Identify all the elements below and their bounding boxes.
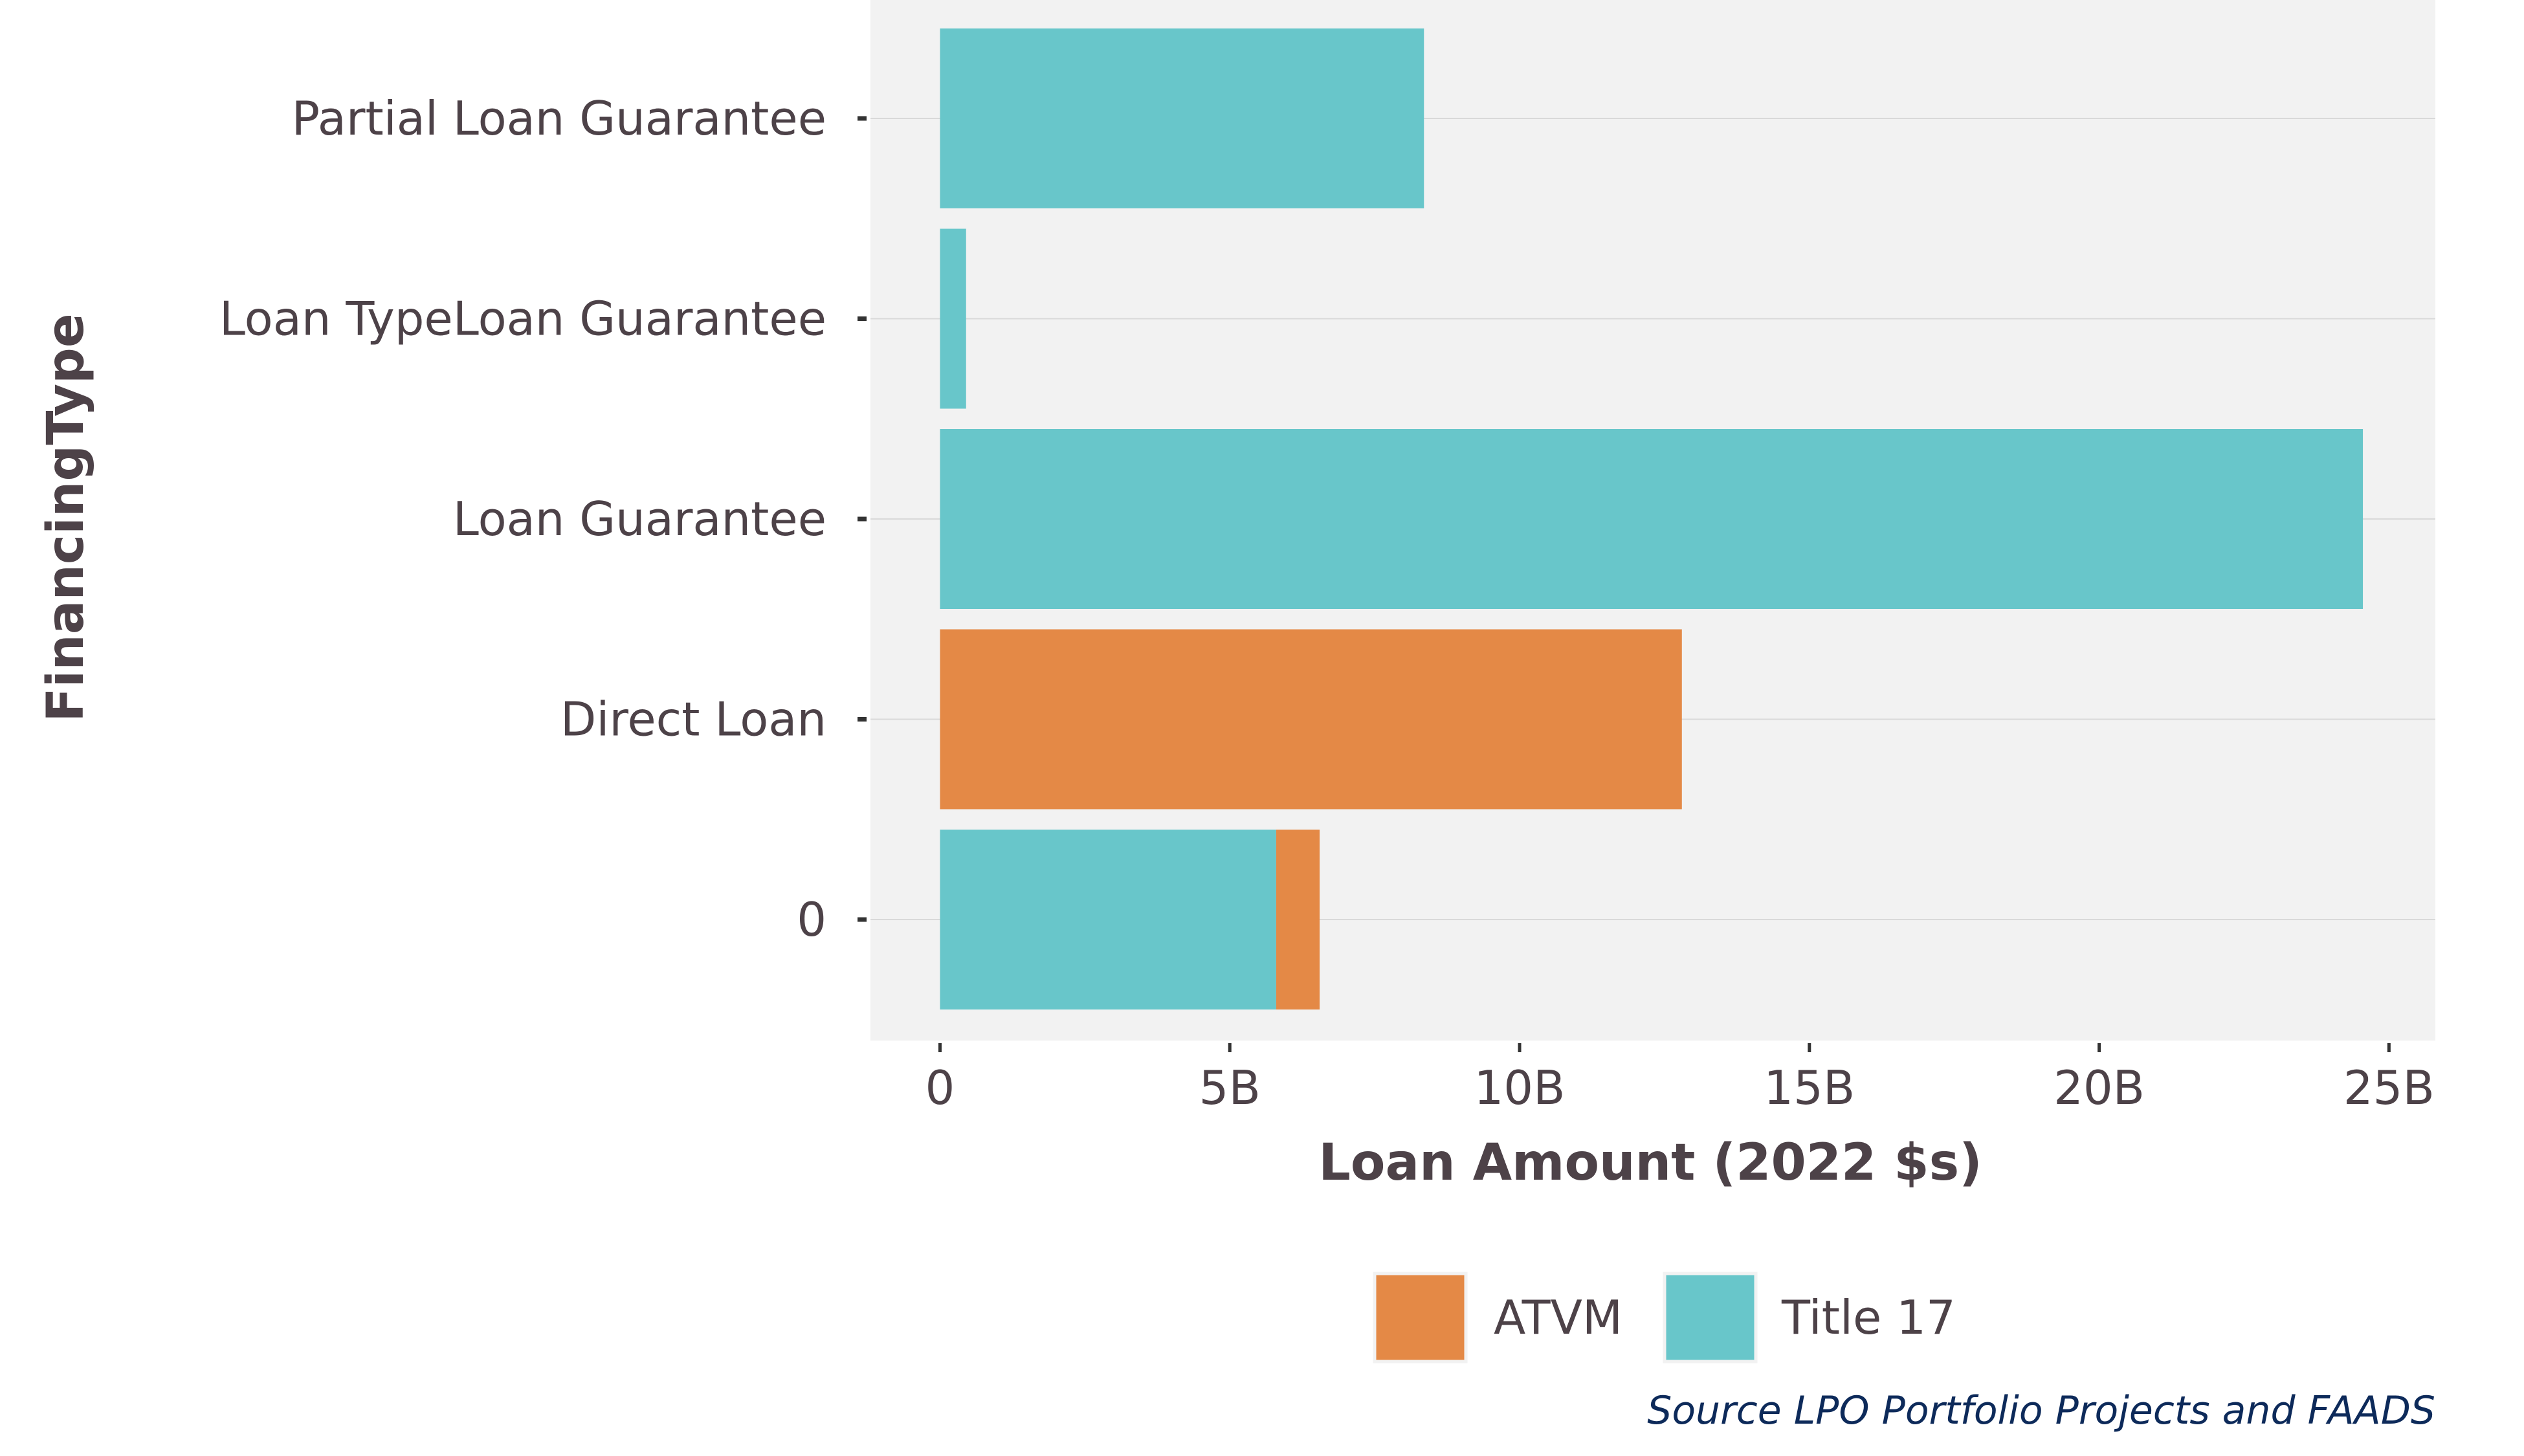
bar-title-17 bbox=[940, 429, 2363, 609]
bar-atvm bbox=[1276, 830, 1320, 1009]
legend-label: ATVM bbox=[1494, 1290, 1622, 1345]
legend-swatch bbox=[1373, 1272, 1468, 1363]
y-axis-title: FinancingType bbox=[37, 313, 95, 722]
y-tick-label: Partial Loan Guarantee bbox=[292, 91, 826, 146]
x-tick-label: 25B bbox=[2343, 1061, 2435, 1115]
y-tick-label: Loan TypeLoan Guarantee bbox=[219, 292, 826, 346]
axes: Partial Loan Guarantee Loan TypeLoan Guar… bbox=[219, 91, 2435, 1115]
x-tick-label: 10B bbox=[1474, 1061, 1566, 1115]
x-tick-label: 20B bbox=[2054, 1061, 2145, 1115]
legend-swatch bbox=[1663, 1272, 1758, 1363]
y-tick-label: Direct Loan bbox=[560, 692, 826, 747]
bars bbox=[940, 28, 2363, 1009]
x-tick-label: 15B bbox=[1764, 1061, 1855, 1115]
bar-title-17 bbox=[940, 28, 1424, 208]
bar-atvm bbox=[940, 629, 1682, 810]
legend: ATVM Title 17 bbox=[1373, 1272, 1956, 1363]
source-caption: Source LPO Portfolio Projects and FAADS bbox=[1647, 1388, 2435, 1433]
x-axis-title: Loan Amount (2022 $s) bbox=[1318, 1134, 1982, 1192]
x-tick-label: 5B bbox=[1199, 1061, 1261, 1115]
x-tick-label: 0 bbox=[925, 1061, 955, 1115]
y-tick-label: Loan Guarantee bbox=[453, 492, 826, 546]
y-tick-label: 0 bbox=[797, 892, 826, 947]
bar-title-17 bbox=[940, 228, 966, 409]
bar-title-17 bbox=[940, 830, 1276, 1009]
legend-label: Title 17 bbox=[1781, 1290, 1956, 1345]
